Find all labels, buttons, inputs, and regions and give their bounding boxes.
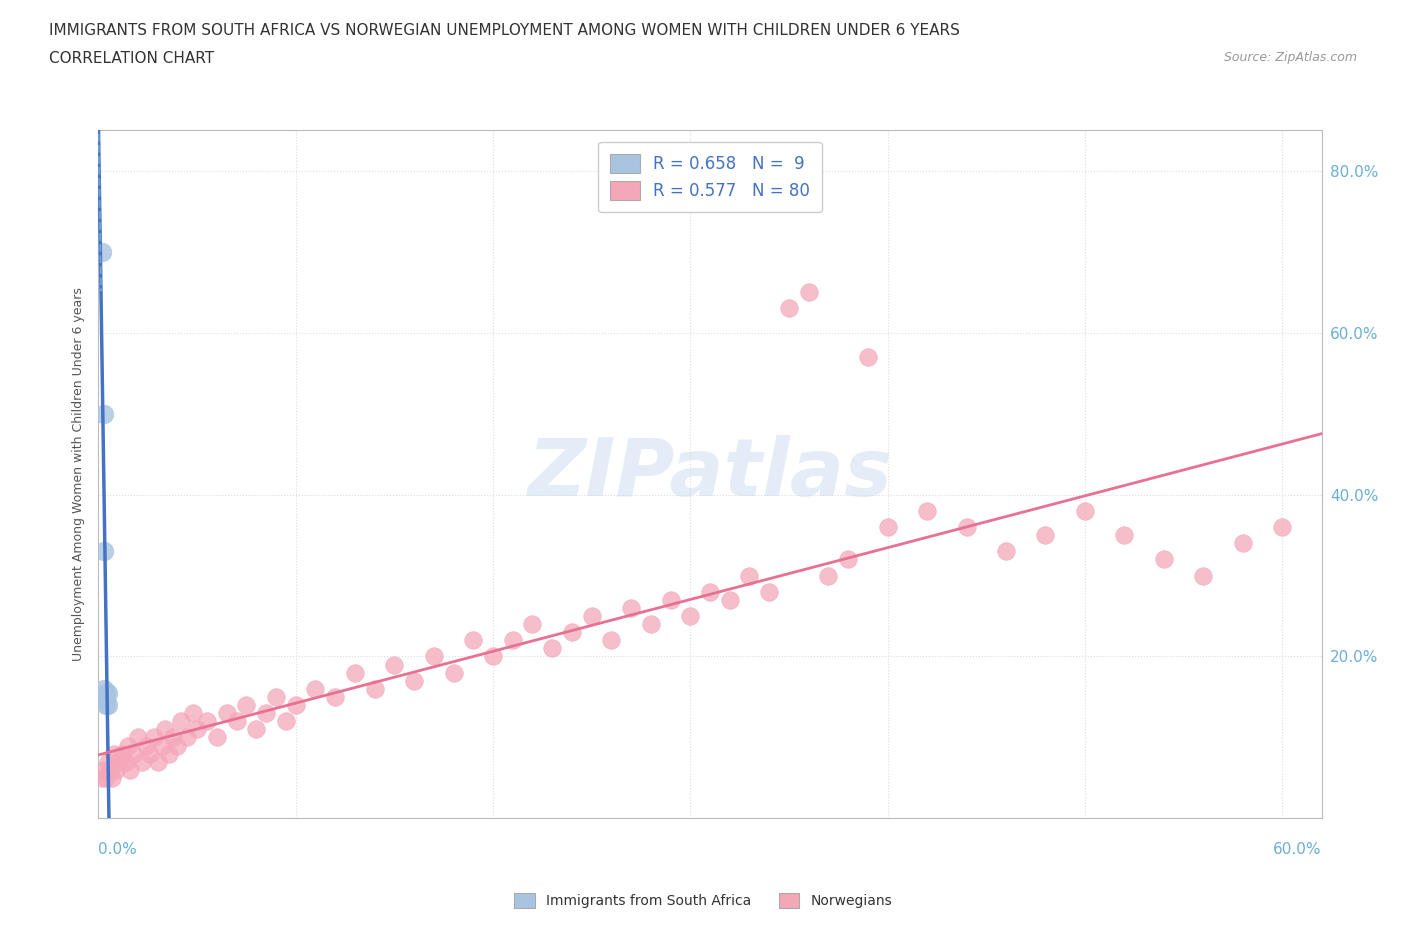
Point	[1153, 551, 1175, 566]
Point	[699, 584, 721, 599]
Point	[856, 350, 879, 365]
Point	[131, 754, 153, 769]
Point	[97, 685, 120, 700]
Point	[122, 746, 145, 761]
Point	[135, 738, 157, 753]
Point	[659, 592, 682, 607]
Point	[96, 698, 118, 712]
Point	[107, 754, 129, 769]
Point	[93, 763, 115, 777]
Point	[817, 568, 839, 583]
Point	[181, 706, 204, 721]
Point	[343, 665, 366, 680]
Y-axis label: Unemployment Among Women with Children Under 6 years: Unemployment Among Women with Children U…	[72, 287, 84, 661]
Point	[620, 601, 643, 616]
Point	[718, 592, 741, 607]
Point	[1035, 527, 1057, 542]
Point	[159, 746, 181, 761]
Legend: Immigrants from South Africa, Norwegians: Immigrants from South Africa, Norwegians	[508, 888, 898, 914]
Text: Source: ZipAtlas.com: Source: ZipAtlas.com	[1223, 51, 1357, 64]
Point	[679, 608, 702, 623]
Point	[797, 285, 820, 299]
Legend: R = 0.658   N =  9, R = 0.577   N = 80: R = 0.658 N = 9, R = 0.577 N = 80	[599, 142, 821, 212]
Point	[837, 551, 859, 566]
Point	[1232, 536, 1254, 551]
Point	[186, 722, 208, 737]
Text: IMMIGRANTS FROM SOUTH AFRICA VS NORWEGIAN UNEMPLOYMENT AMONG WOMEN WITH CHILDREN: IMMIGRANTS FROM SOUTH AFRICA VS NORWEGIA…	[49, 23, 960, 38]
Point	[404, 673, 426, 688]
Point	[915, 503, 938, 518]
Point	[127, 730, 149, 745]
Point	[254, 706, 277, 721]
Point	[363, 682, 385, 697]
Point	[443, 665, 465, 680]
Point	[225, 714, 247, 729]
Point	[103, 746, 125, 761]
Point	[155, 722, 177, 737]
Point	[561, 625, 583, 640]
Text: ZIPatlas: ZIPatlas	[527, 435, 893, 513]
Point	[1271, 520, 1294, 535]
Point	[541, 641, 564, 656]
Point	[1192, 568, 1215, 583]
Point	[91, 770, 114, 785]
Point	[994, 544, 1017, 559]
Text: 60.0%: 60.0%	[1274, 842, 1322, 857]
Point	[118, 763, 141, 777]
Point	[522, 617, 544, 631]
Point	[1074, 503, 1097, 518]
Point	[1114, 527, 1136, 542]
Point	[93, 682, 115, 697]
Point	[738, 568, 761, 583]
Point	[323, 689, 346, 704]
Point	[600, 632, 623, 647]
Point	[482, 649, 505, 664]
Point	[876, 520, 898, 535]
Point	[142, 730, 165, 745]
Point	[274, 714, 297, 729]
Point	[93, 406, 115, 421]
Point	[96, 770, 118, 785]
Point	[97, 698, 120, 712]
Point	[778, 301, 800, 316]
Point	[235, 698, 257, 712]
Point	[176, 730, 198, 745]
Point	[245, 722, 267, 737]
Point	[111, 746, 134, 761]
Point	[955, 520, 977, 535]
Point	[115, 754, 138, 769]
Point	[284, 698, 307, 712]
Point	[382, 658, 405, 672]
Point	[502, 632, 524, 647]
Point	[150, 738, 173, 753]
Point	[105, 763, 128, 777]
Text: CORRELATION CHART: CORRELATION CHART	[49, 51, 214, 66]
Point	[195, 714, 218, 729]
Point	[117, 738, 139, 753]
Point	[98, 763, 121, 777]
Point	[423, 649, 446, 664]
Point	[162, 730, 184, 745]
Point	[304, 682, 326, 697]
Point	[264, 689, 287, 704]
Point	[166, 738, 188, 753]
Text: 0.0%: 0.0%	[98, 842, 138, 857]
Point	[97, 754, 120, 769]
Point	[205, 730, 228, 745]
Point	[91, 245, 114, 259]
Point	[640, 617, 662, 631]
Point	[96, 685, 118, 700]
Point	[758, 584, 780, 599]
Point	[101, 770, 124, 785]
Point	[96, 694, 118, 709]
Point	[215, 706, 238, 721]
Point	[138, 746, 160, 761]
Point	[146, 754, 169, 769]
Point	[463, 632, 485, 647]
Point	[170, 714, 193, 729]
Point	[93, 544, 115, 559]
Point	[581, 608, 603, 623]
